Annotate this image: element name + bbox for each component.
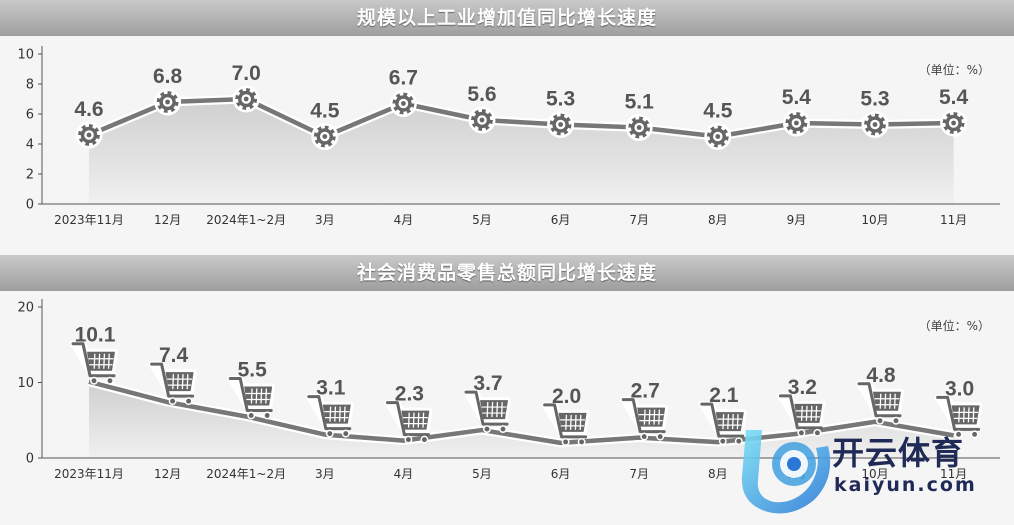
watermark-en-text: kaiyun.com: [834, 474, 977, 496]
chart2-retail-growth: 010202023年11月12月2024年1~2月3月4月5月6月7月8月9月1…: [0, 291, 1014, 525]
data-value-label: 5.6: [467, 83, 496, 106]
data-point-marker: [856, 380, 904, 425]
data-value-label: 5.1: [625, 91, 655, 114]
x-tick-label: 12月: [154, 467, 181, 481]
data-point-marker: [698, 401, 747, 446]
data-point-marker: [305, 393, 354, 438]
y-tick-label: 6: [26, 108, 34, 123]
x-tick-label: 6月: [551, 213, 571, 227]
chart2-title-bar: 社会消费品零售总额同比增长速度: [0, 255, 1014, 292]
data-point-marker: [934, 394, 983, 439]
y-tick-label: 20: [17, 301, 34, 316]
x-tick-label: 2023年11月: [54, 467, 124, 481]
series-line: [88, 379, 954, 446]
data-value-label: 3.7: [473, 372, 502, 395]
x-tick-label: 11月: [940, 213, 967, 227]
data-point-marker: [311, 123, 339, 150]
data-value-label: 6.8: [153, 65, 183, 88]
data-value-label: 7.0: [232, 62, 261, 85]
data-point-marker: [541, 401, 590, 446]
y-tick-label: 0: [26, 198, 34, 213]
data-value-label: 4.8: [866, 364, 896, 387]
y-tick-label: 0: [26, 452, 34, 467]
data-point-marker: [75, 121, 103, 149]
x-tick-label: 12月: [154, 213, 181, 227]
x-tick-label: 8月: [708, 213, 728, 227]
x-tick-label: 8月: [708, 467, 728, 481]
data-value-label: 4.6: [74, 98, 103, 121]
data-value-label: 7.4: [159, 344, 189, 367]
chart1-title: 规模以上工业增加值同比增长速度: [356, 7, 657, 29]
data-value-label: 3.2: [788, 376, 817, 399]
chart1-industrial-growth: 0 2 4 6 8 10 2023年11月 12月 2024年1~2月 3月 4月 5月 6月 7月 8月 9…: [0, 36, 1014, 255]
data-point-marker: [861, 111, 889, 138]
data-point-marker: [227, 375, 276, 420]
data-value-label: 2.0: [552, 385, 581, 408]
x-tick-label: 5月: [472, 213, 492, 227]
data-point-marker: [463, 389, 511, 434]
x-tick-label: 7月: [629, 467, 649, 481]
x-tick-label: 4月: [394, 213, 414, 227]
data-value-label: 3.1: [316, 377, 346, 400]
data-value-label: 5.4: [939, 86, 969, 109]
data-point-marker: [148, 361, 197, 406]
area-fill: [89, 99, 954, 204]
data-value-label: 5.3: [860, 88, 889, 111]
x-tick-label: 2024年1~2月: [206, 213, 286, 227]
data-value-label: 5.5: [238, 358, 268, 381]
data-point-marker: [468, 106, 496, 134]
data-value-label: 3.0: [945, 377, 974, 400]
x-tick-label: 6月: [551, 467, 571, 481]
data-value-label: 5.3: [546, 88, 575, 111]
y-tick-label: 2: [26, 168, 34, 183]
x-tick-label: 10月: [861, 213, 888, 227]
x-tick-label: 4月: [394, 467, 414, 481]
x-tick-label: 7月: [629, 213, 649, 227]
data-point-marker: [154, 88, 182, 116]
data-point-marker: [232, 85, 260, 113]
x-tick-label: 11月: [940, 467, 967, 481]
y-tick-label: 10: [17, 376, 34, 391]
data-point-marker: [389, 90, 417, 117]
x-tick-label: 3月: [315, 467, 335, 481]
x-tick-label: 10月: [861, 467, 888, 481]
data-point-marker: [625, 114, 653, 141]
data-point-marker: [777, 392, 826, 437]
data-value-label: 6.7: [389, 67, 418, 90]
x-tick-label: 5月: [472, 467, 492, 481]
data-value-label: 5.4: [782, 86, 812, 109]
watermark-logo: 开云体育 kaiyun.com: [728, 418, 1008, 518]
data-point-marker: [547, 111, 575, 138]
y-tick-label: 4: [26, 138, 34, 153]
x-tick-label: 2024年1~2月: [206, 467, 286, 481]
data-value-label: 4.5: [703, 100, 733, 123]
x-tick-label: 3月: [315, 213, 335, 227]
data-point-marker: [620, 396, 669, 441]
data-point-marker: [940, 109, 968, 137]
data-value-label: 2.3: [395, 383, 424, 406]
data-point-marker: [704, 123, 732, 150]
data-point-marker: [384, 399, 433, 444]
watermark-cn-text: 开云体育: [832, 434, 965, 472]
unit-label: （单位：%）: [919, 318, 990, 333]
chart2-title: 社会消费品零售总额同比增长速度: [356, 262, 657, 284]
data-value-label: 2.1: [709, 384, 739, 407]
area-fill: [89, 381, 954, 458]
data-value-label: 10.1: [75, 324, 116, 347]
watermark-emblem-icon: [741, 430, 831, 514]
y-tick-label: 10: [17, 48, 34, 63]
x-tick-label: 9月: [787, 213, 807, 227]
chart1-title-bar: 规模以上工业增加值同比增长速度: [0, 0, 1014, 37]
data-point-marker: [782, 109, 810, 137]
unit-label: （单位：%）: [919, 62, 990, 77]
y-tick-label: 8: [26, 78, 34, 93]
x-tick-label: 2023年11月: [54, 213, 124, 227]
data-point-marker: [70, 340, 118, 385]
data-value-label: 2.7: [631, 380, 660, 403]
data-value-label: 4.5: [310, 100, 340, 123]
